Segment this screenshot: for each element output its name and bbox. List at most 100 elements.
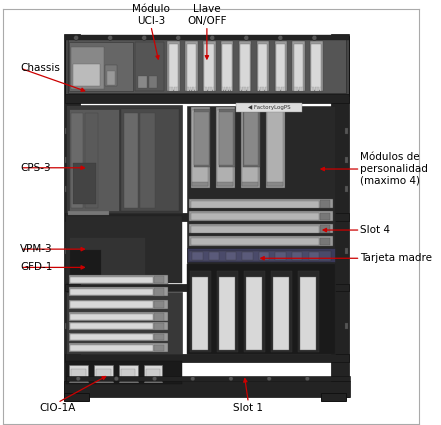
Bar: [309, 252, 319, 260]
Bar: [105, 65, 117, 86]
Bar: [243, 109, 260, 167]
Bar: [107, 71, 115, 85]
Text: Chassis: Chassis: [20, 63, 60, 73]
Bar: [69, 300, 168, 309]
Bar: [320, 87, 321, 91]
Circle shape: [244, 35, 249, 40]
Bar: [121, 109, 179, 210]
Bar: [265, 87, 266, 91]
Bar: [225, 252, 236, 260]
Bar: [170, 87, 172, 91]
Bar: [71, 113, 83, 208]
Bar: [222, 44, 232, 90]
Bar: [282, 87, 284, 91]
Bar: [66, 105, 182, 213]
Bar: [263, 87, 264, 91]
Bar: [70, 277, 153, 283]
Text: Módulos de
personalidad
(maximo 4): Módulos de personalidad (maximo 4): [360, 153, 428, 186]
Bar: [146, 368, 161, 380]
Bar: [257, 41, 269, 91]
Bar: [204, 87, 206, 91]
Bar: [187, 44, 196, 90]
Bar: [217, 271, 238, 351]
Bar: [259, 252, 269, 260]
Bar: [345, 248, 348, 254]
Bar: [66, 376, 350, 381]
Text: Slot 4: Slot 4: [360, 225, 390, 235]
Bar: [318, 87, 319, 91]
Bar: [187, 264, 335, 354]
Bar: [69, 343, 168, 351]
Bar: [174, 87, 175, 91]
Bar: [141, 113, 155, 208]
Bar: [292, 41, 305, 91]
Bar: [241, 107, 260, 188]
Bar: [299, 87, 300, 91]
Bar: [70, 334, 153, 340]
Bar: [187, 248, 335, 262]
Bar: [64, 35, 349, 40]
Bar: [66, 292, 182, 354]
Text: CIO-1A: CIO-1A: [39, 403, 76, 413]
Bar: [239, 41, 251, 91]
Bar: [64, 354, 349, 362]
Bar: [276, 87, 277, 91]
Bar: [266, 107, 284, 188]
Bar: [187, 105, 335, 354]
Bar: [121, 368, 135, 380]
Circle shape: [114, 377, 119, 381]
Bar: [292, 252, 303, 260]
Bar: [66, 361, 182, 384]
Circle shape: [210, 35, 215, 40]
Bar: [320, 212, 330, 221]
Bar: [124, 113, 138, 208]
Bar: [247, 87, 248, 91]
Bar: [276, 44, 285, 90]
Bar: [219, 277, 235, 350]
Bar: [73, 163, 96, 204]
Bar: [244, 112, 258, 165]
Bar: [206, 87, 207, 91]
Bar: [69, 333, 168, 341]
Bar: [64, 34, 80, 397]
Bar: [204, 44, 214, 90]
Bar: [65, 157, 68, 163]
Text: Módulo
UCI-3: Módulo UCI-3: [132, 4, 170, 26]
Circle shape: [74, 35, 78, 40]
Bar: [219, 112, 233, 165]
Bar: [135, 42, 164, 91]
Bar: [218, 109, 235, 167]
Text: CPS-3: CPS-3: [20, 163, 51, 173]
Bar: [242, 110, 258, 186]
Circle shape: [312, 35, 317, 40]
Circle shape: [76, 377, 80, 381]
Bar: [70, 314, 153, 320]
Bar: [154, 276, 164, 283]
Bar: [70, 250, 101, 279]
Bar: [227, 87, 228, 91]
Circle shape: [191, 377, 195, 381]
Text: Llave
ON/OFF: Llave ON/OFF: [187, 4, 227, 26]
Bar: [190, 251, 331, 261]
Bar: [64, 393, 89, 402]
Bar: [271, 271, 292, 351]
Bar: [217, 182, 233, 187]
Bar: [190, 199, 333, 208]
Bar: [222, 87, 224, 91]
Bar: [71, 48, 104, 89]
Bar: [300, 87, 302, 91]
Bar: [332, 34, 349, 397]
Bar: [192, 252, 203, 260]
Circle shape: [278, 35, 283, 40]
Bar: [69, 42, 134, 91]
Bar: [191, 226, 319, 232]
Bar: [65, 248, 68, 254]
Bar: [192, 182, 208, 187]
Bar: [169, 87, 170, 91]
Bar: [258, 87, 259, 91]
Bar: [194, 109, 210, 167]
Bar: [187, 87, 188, 91]
Bar: [96, 368, 111, 380]
Bar: [242, 182, 258, 187]
Bar: [188, 87, 190, 91]
